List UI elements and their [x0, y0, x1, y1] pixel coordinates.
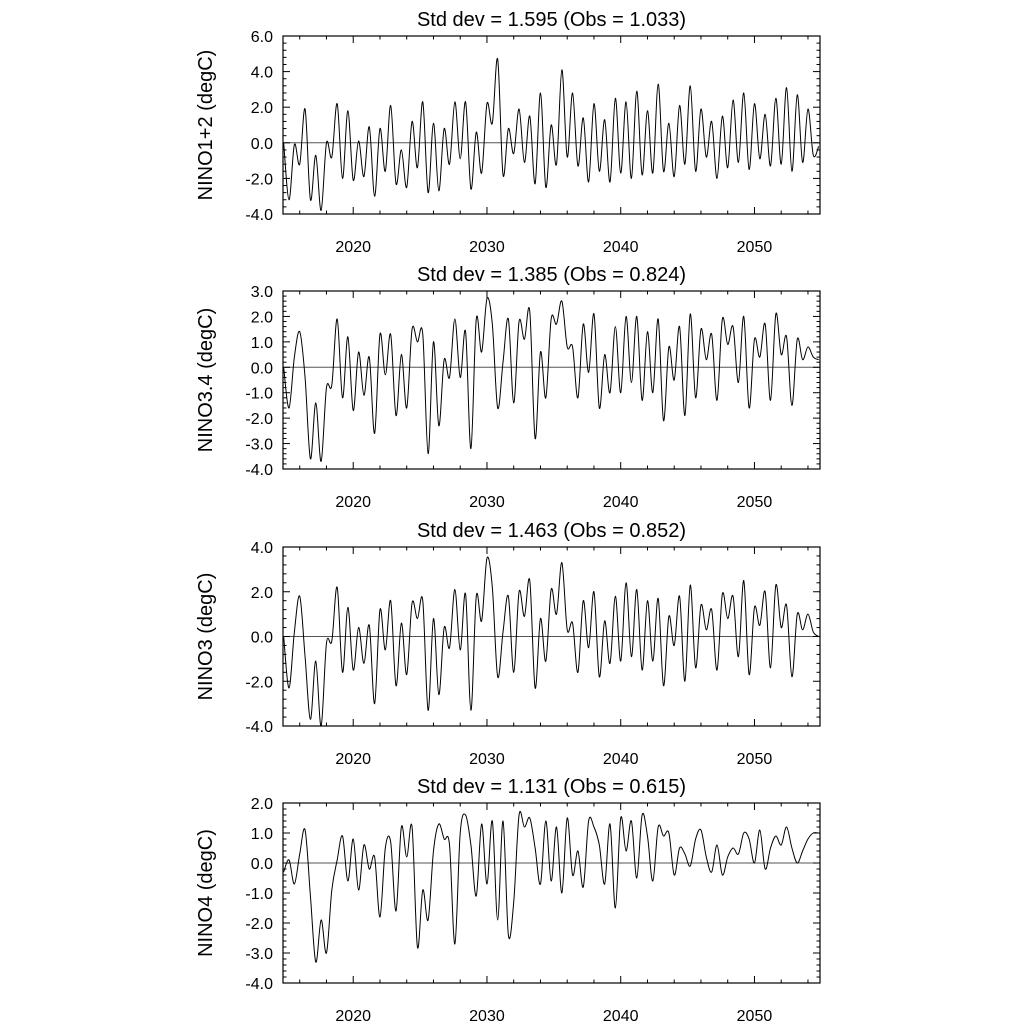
series-line [283, 811, 819, 963]
y-tick-label: 0.0 [251, 360, 273, 377]
y-tick-label: -2.0 [245, 171, 273, 188]
x-tick-label: 2050 [737, 751, 773, 768]
x-tick-label: 2050 [737, 1008, 773, 1024]
y-tick-label: 1.0 [251, 335, 273, 352]
x-tick-label: 2020 [335, 239, 371, 256]
y-axis-label: NINO3.4 (degC) [195, 308, 217, 453]
x-tick-label: 2030 [469, 239, 505, 256]
series-line [283, 556, 819, 727]
y-tick-label: -3.0 [245, 946, 273, 963]
y-tick-label: -4.0 [245, 462, 273, 479]
chart-title: Std dev = 1.463 (Obs = 0.852) [417, 520, 686, 542]
plot-frame [282, 35, 821, 215]
x-tick-label: 2020 [335, 1008, 371, 1024]
chart-title: Std dev = 1.595 (Obs = 1.033) [417, 9, 686, 31]
plot-frame [282, 290, 821, 470]
y-tick-label: -4.0 [245, 719, 273, 736]
y-tick-label: -1.0 [245, 386, 273, 403]
y-tick-label: 2.0 [251, 309, 273, 326]
x-tick-label: 2020 [335, 751, 371, 768]
y-tick-label: 2.0 [251, 100, 273, 117]
y-tick-label: -2.0 [245, 674, 273, 691]
y-tick-label: -1.0 [245, 886, 273, 903]
chart-panel-2: Std dev = 1.385 (Obs = 0.824) NINO3.4 (de… [195, 264, 821, 511]
y-tick-label: 1.0 [251, 826, 273, 843]
y-tick-label: 0.0 [251, 630, 273, 647]
x-tick-label: 2040 [603, 494, 639, 511]
y-axis-label: NINO3 (degC) [195, 573, 217, 701]
y-axis-label: NINO1+2 (degC) [195, 50, 217, 201]
y-tick-label: 3.0 [251, 284, 273, 301]
plot-frame [282, 802, 821, 984]
y-tick-label: 2.0 [251, 585, 273, 602]
y-tick-label: 4.0 [251, 65, 273, 82]
y-tick-label: 0.0 [251, 856, 273, 873]
y-tick-label: 0.0 [251, 136, 273, 153]
y-tick-label: -2.0 [245, 411, 273, 428]
series-line [283, 297, 819, 462]
y-tick-label: -3.0 [245, 437, 273, 454]
y-axis-label: NINO4 (degC) [195, 829, 217, 957]
chart-title: Std dev = 1.131 (Obs = 0.615) [417, 776, 686, 798]
y-tick-label: -4.0 [245, 207, 273, 224]
x-tick-label: 2040 [603, 751, 639, 768]
series-line [283, 58, 820, 211]
x-tick-label: 2020 [335, 494, 371, 511]
x-tick-label: 2030 [469, 751, 505, 768]
x-tick-label: 2030 [469, 494, 505, 511]
x-tick-label: 2050 [737, 239, 773, 256]
chart-panel-4: Std dev = 1.131 (Obs = 0.615) NINO4 (degC… [195, 776, 821, 1024]
x-tick-label: 2040 [603, 239, 639, 256]
y-tick-label: 2.0 [251, 796, 273, 813]
chart-panel-1: Std dev = 1.595 (Obs = 1.033) NINO1+2 (de… [195, 9, 821, 256]
x-tick-label: 2040 [603, 1008, 639, 1024]
x-tick-label: 2030 [469, 1008, 505, 1024]
y-tick-label: 4.0 [251, 540, 273, 557]
y-tick-label: -2.0 [245, 916, 273, 933]
chart-title: Std dev = 1.385 (Obs = 0.824) [417, 264, 686, 286]
x-tick-label: 2050 [737, 494, 773, 511]
chart-panel-3: Std dev = 1.463 (Obs = 0.852) NINO3 (degC… [195, 520, 821, 768]
y-tick-label: -4.0 [245, 976, 273, 993]
plot-frame [282, 546, 821, 727]
y-tick-label: 6.0 [251, 29, 273, 46]
